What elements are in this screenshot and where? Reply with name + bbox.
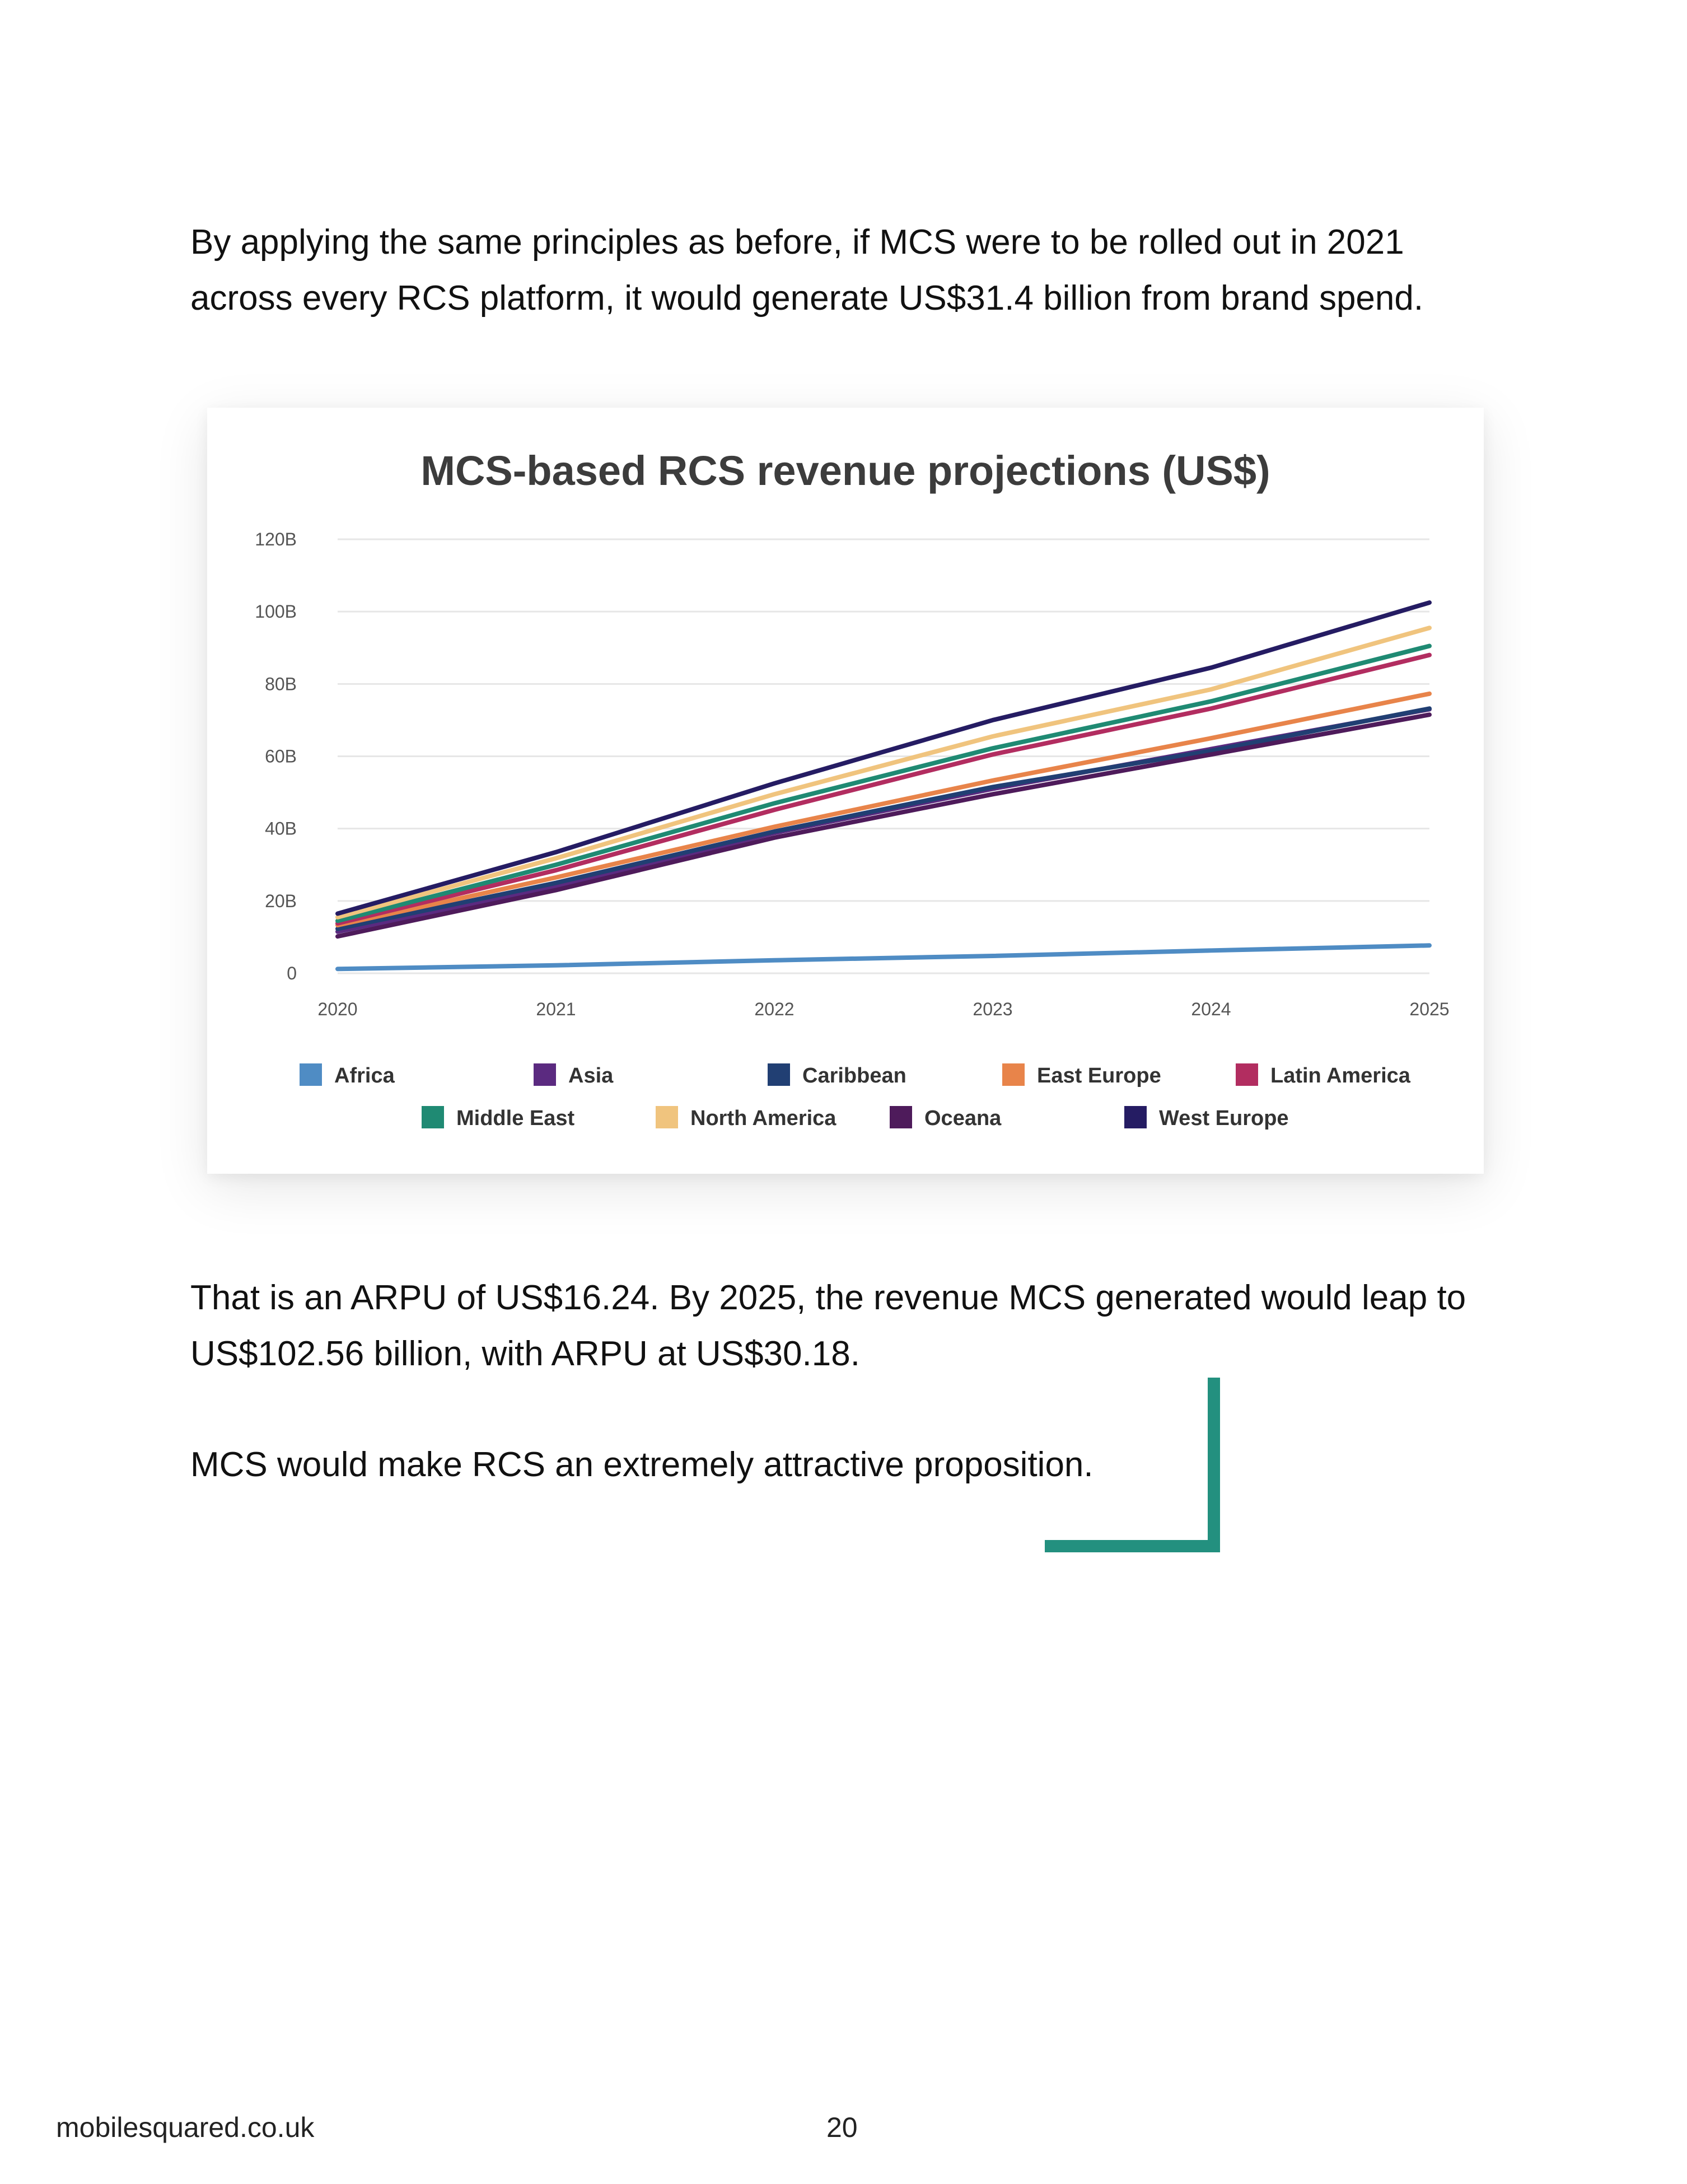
series-line-west-europe — [335, 600, 1432, 916]
x-axis-ticks: 2020 2021 2022 2023 2024 2025 — [317, 999, 1449, 1019]
x-tick-label: 2021 — [536, 999, 576, 1019]
legend-label: Latin America — [1270, 1064, 1411, 1088]
chart-legend: Africa Asia Caribbean East Europe Latin Amer… — [300, 1063, 1411, 1130]
series-line-caribbean — [335, 706, 1432, 931]
arpu-line-1: That is an ARPU of US$16.24. By 2025, th… — [190, 1278, 1466, 1317]
legend-swatch — [1002, 1063, 1025, 1086]
legend-item-latin-america: Latin America — [1236, 1063, 1411, 1088]
legend-swatch — [1236, 1063, 1258, 1086]
legend-item-middle-east: Middle East — [422, 1106, 574, 1130]
series-line-middle-east — [335, 643, 1432, 923]
intro-paragraph: By applying the same principles as befor… — [190, 214, 1562, 326]
legend-label: Middle East — [456, 1107, 574, 1130]
series-line-africa — [335, 943, 1432, 972]
legend-swatch — [890, 1106, 912, 1128]
series-line-east-europe — [335, 691, 1432, 928]
legend-swatch — [656, 1106, 678, 1128]
y-tick-label: 40B — [265, 819, 297, 839]
legend-label: Africa — [334, 1064, 395, 1088]
legend-item-asia: Asia — [534, 1063, 614, 1088]
legend-item-west-europe: West Europe — [1124, 1106, 1289, 1130]
legend-swatch — [1124, 1106, 1147, 1128]
chart-gridlines — [338, 538, 1429, 974]
x-tick-label: 2022 — [754, 999, 794, 1019]
series-line-latin-america — [335, 652, 1432, 926]
series-line-oceana — [335, 712, 1432, 939]
legend-label: East Europe — [1037, 1064, 1161, 1088]
intro-line-2: across every RCS platform, it would gene… — [190, 279, 1424, 318]
chart-title: MCS-based RCS revenue projections (US$) — [420, 447, 1270, 494]
y-tick-label: 20B — [265, 891, 297, 911]
chart-card: 0 20B 40B 60B 80B 100B 120B 2020 2021 2022 2023 20… — [207, 408, 1484, 1174]
x-tick-label: 2025 — [1409, 999, 1449, 1019]
legend-label: West Europe — [1159, 1107, 1289, 1130]
legend-swatch — [768, 1063, 790, 1086]
legend-swatch — [422, 1106, 444, 1128]
y-axis-ticks: 0 20B 40B 60B 80B 100B 120B — [255, 529, 297, 983]
legend-item-east-europe: East Europe — [1002, 1063, 1161, 1088]
legend-label: Oceana — [924, 1107, 1002, 1130]
legend-label: Caribbean — [802, 1064, 906, 1088]
legend-swatch — [300, 1063, 322, 1086]
footer-site[interactable]: mobilesquared.co.uk — [56, 2112, 315, 2143]
page-number: 20 — [826, 2112, 858, 2143]
intro-line-1: By applying the same principles as befor… — [190, 223, 1404, 262]
y-tick-label: 120B — [255, 529, 297, 549]
y-tick-label: 0 — [287, 963, 297, 983]
legend-swatch — [534, 1063, 556, 1086]
corner-bracket-horizontal — [1045, 1540, 1220, 1552]
x-tick-label: 2023 — [973, 999, 1012, 1019]
closing-line-1: MCS would make RCS an extremely attracti… — [190, 1445, 1093, 1484]
arpu-paragraph: That is an ARPU of US$16.24. By 2025, th… — [190, 1270, 1562, 1382]
x-tick-label: 2024 — [1191, 999, 1231, 1019]
chart-series — [335, 600, 1432, 972]
legend-item-north-america: North America — [656, 1106, 837, 1130]
legend-label: Asia — [568, 1064, 614, 1088]
closing-paragraph: MCS would make RCS an extremely attracti… — [190, 1437, 1562, 1493]
y-tick-label: 100B — [255, 601, 297, 622]
corner-bracket-vertical — [1208, 1378, 1220, 1552]
y-tick-label: 80B — [265, 674, 297, 694]
legend-item-oceana: Oceana — [890, 1106, 1002, 1130]
legend-item-caribbean: Caribbean — [768, 1063, 906, 1088]
x-tick-label: 2020 — [317, 999, 357, 1019]
legend-label: North America — [690, 1107, 837, 1130]
legend-item-africa: Africa — [300, 1063, 395, 1088]
y-tick-label: 60B — [265, 746, 297, 767]
arpu-line-2: US$102.56 billion, with ARPU at US$30.18… — [190, 1334, 860, 1373]
series-line-north-america — [335, 626, 1432, 920]
